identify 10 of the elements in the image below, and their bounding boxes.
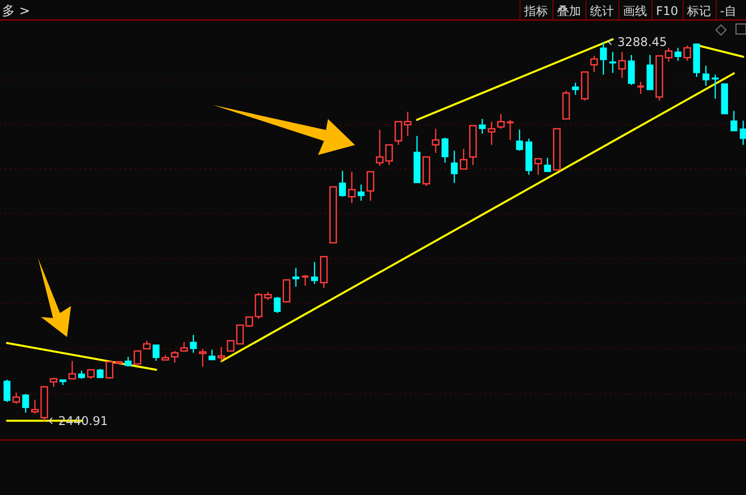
text: 叠加	[557, 4, 581, 18]
text: 统计	[590, 4, 614, 18]
annotation: 2440.91	[58, 414, 108, 428]
text: 画线	[623, 4, 647, 18]
text: -自	[720, 4, 737, 18]
text: 指标	[523, 4, 548, 18]
text: F10	[656, 4, 678, 18]
text: 标记	[686, 4, 712, 18]
text: 多 >	[2, 4, 30, 19]
annotation: 3288.45	[617, 34, 668, 49]
